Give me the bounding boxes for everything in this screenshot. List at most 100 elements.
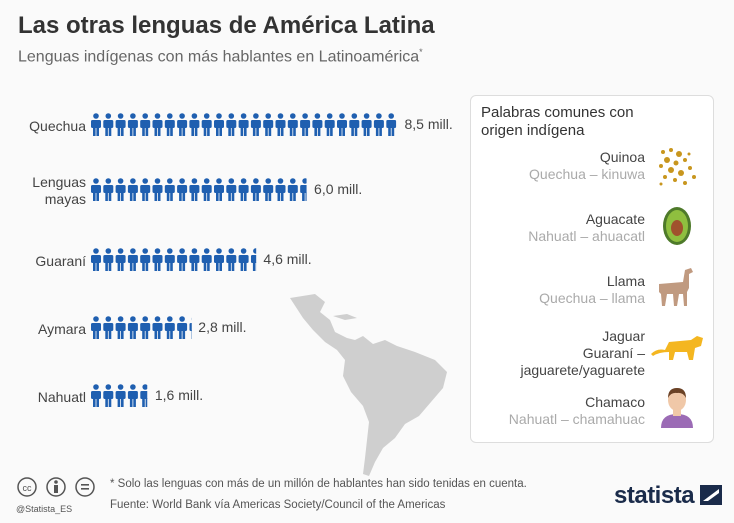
person-icon (361, 113, 372, 136)
bar-aymara (91, 316, 192, 339)
word: Aguacate (585, 211, 645, 227)
person-icon (140, 384, 148, 407)
person-icon (177, 316, 188, 339)
person-icon (103, 384, 114, 407)
person-icon (275, 113, 286, 136)
person-icon (177, 113, 188, 136)
panel-title: Palabras comunes con origen indígena (481, 104, 634, 139)
person-icon (140, 113, 151, 136)
bar-lenguas-mayas (91, 178, 307, 201)
person-icon (115, 384, 126, 407)
word-item-quinoa: Quinoa Quechua – kinuwa (529, 149, 645, 183)
word-item-chamaco: Chamaco Nahuatl – chamahuac (509, 394, 645, 428)
avocado-icon (663, 207, 691, 245)
creative-commons-icons[interactable]: cc (16, 476, 102, 500)
category-label-line: Quechua (29, 117, 86, 134)
person-icon (115, 248, 126, 271)
category-label: Nahuatl (38, 389, 86, 406)
category-label: Lenguas mayas (32, 174, 86, 208)
word-origin: Quechua – llama (539, 290, 645, 306)
footnote: * Solo las lenguas con más de un millón … (110, 478, 527, 490)
word-item-llama: Llama Quechua – llama (539, 273, 645, 307)
latin-america-map (290, 294, 447, 476)
person-icon (164, 178, 175, 201)
jaguar-icon (651, 336, 703, 360)
person-icon (287, 113, 298, 136)
person-icon (214, 248, 224, 271)
person-icon (103, 248, 114, 271)
person-icon (250, 248, 257, 271)
person-icon (263, 113, 274, 136)
category-label: Quechua (29, 118, 86, 135)
person-icon (250, 178, 261, 201)
brand-name: statista (614, 482, 695, 509)
person-icon (140, 248, 151, 271)
category-label: Aymara (38, 321, 86, 338)
person-icon (140, 178, 151, 201)
word-item-aguacate: Aguacate Nahuatl – ahuacatl (528, 211, 645, 245)
person-icon (300, 178, 307, 201)
value-label: 1,6 mill. (154, 387, 204, 403)
person-icon (127, 316, 138, 339)
category-label-line: mayas (44, 191, 86, 207)
person-icon (91, 384, 101, 407)
person-icon (201, 248, 212, 271)
person-icon (214, 113, 224, 136)
person-icon (287, 178, 298, 201)
word-origin: Nahuatl – ahuacatl (528, 228, 645, 244)
value-label: 8,5 mill. (404, 116, 453, 132)
statista-logo[interactable]: statista (614, 482, 723, 510)
person-icon (127, 113, 138, 136)
person-icon (275, 178, 286, 201)
person-icon (127, 178, 138, 201)
person-icon (349, 113, 360, 136)
value-label: 6,0 mill. (314, 181, 363, 197)
bar-quechua (91, 113, 397, 136)
person-icon (164, 113, 175, 136)
category-label-line: Lenguas (32, 174, 86, 190)
indigenous-words-panel: Palabras comunes con origen indígena Qui… (470, 95, 714, 443)
person-icon (300, 113, 311, 136)
person-icon (201, 178, 212, 201)
person-icon (373, 113, 384, 136)
person-icon (337, 113, 347, 136)
word-origin: Nahuatl – chamahuac (508, 411, 645, 427)
subtitle-text: Lenguas indígenas con más hablantes en L… (18, 48, 420, 66)
person-icon (238, 248, 249, 271)
word: Chamaco (585, 394, 645, 410)
person-icon (238, 178, 249, 201)
source: Fuente: World Bank vía Americas Society/… (110, 499, 446, 511)
bar-nahuatl (91, 384, 148, 407)
footer: cc @Statista_ES * Solo las lenguas con m… (0, 470, 734, 523)
chart-title: Las otras lenguas de América Latina (18, 12, 435, 39)
person-icon (189, 178, 200, 201)
person-icon (324, 113, 335, 136)
person-icon (189, 113, 200, 136)
person-icon (152, 178, 163, 201)
person-icon (386, 113, 397, 136)
person-icon (226, 113, 237, 136)
person-icon (91, 113, 101, 136)
person-icon (189, 318, 192, 339)
category-label: Guaraní (35, 253, 86, 270)
person-icon (140, 316, 151, 339)
person-icon (91, 316, 101, 339)
person-icon (127, 384, 138, 407)
person-icon (91, 248, 101, 271)
person-icon (661, 388, 693, 428)
person-icon (103, 113, 114, 136)
twitter-handle: @Statista_ES (16, 504, 73, 514)
word-origin: Quechua – kinuwa (529, 166, 645, 182)
person-icon (250, 113, 261, 136)
pictogram-chart (91, 113, 397, 407)
category-label-line: Nahuatl (37, 388, 86, 405)
person-icon (152, 316, 163, 339)
llama-icon (659, 268, 693, 306)
category-label-line: Guaraní (35, 252, 86, 269)
person-icon (103, 178, 114, 201)
person-icon (127, 248, 138, 271)
person-icon (115, 178, 126, 201)
person-icon (177, 178, 188, 201)
person-icon (152, 113, 163, 136)
person-icon (189, 248, 200, 271)
